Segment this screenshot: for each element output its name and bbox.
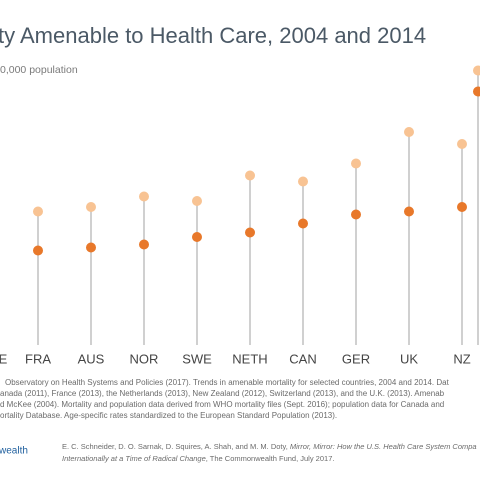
x-tick-label: NZ <box>453 351 470 366</box>
dot <box>139 191 149 202</box>
dot <box>457 202 467 212</box>
dot <box>245 170 255 181</box>
x-tick-label: FRA <box>25 351 51 366</box>
x-tick-label: AUS <box>78 351 105 366</box>
citation-part: Internationally at a Time of Radical Cha… <box>62 454 206 463</box>
dot <box>192 196 202 206</box>
dot <box>473 65 480 76</box>
x-tick-label: GER <box>342 351 370 366</box>
x-tick-label: NETH <box>232 351 267 366</box>
dot <box>298 218 308 229</box>
dot <box>457 139 467 149</box>
note-line: anada (2011), France (2013), the Netherl… <box>0 389 445 398</box>
x-tick-label: E <box>0 351 8 366</box>
dot <box>86 202 96 212</box>
citation: Internationally at a Time of Radical Cha… <box>62 454 334 463</box>
dot <box>86 242 96 253</box>
dot <box>404 206 414 217</box>
notes: Observatory on Health Systems and Polici… <box>0 378 450 420</box>
note-line: d McKee (2004). Mortality and population… <box>0 400 444 409</box>
dot <box>404 127 414 137</box>
logo: wealth <box>0 446 28 457</box>
chart-subtitle: 0,000 population <box>0 64 78 76</box>
dot <box>192 232 202 242</box>
citation-part: E. C. Schneider, D. O. Sarnak, D. Squire… <box>62 442 290 451</box>
citation: E. C. Schneider, D. O. Sarnak, D. Squire… <box>62 442 477 451</box>
dot <box>351 158 361 169</box>
note-line: ortality Database. Age-specific rates st… <box>0 411 337 420</box>
dot <box>33 245 43 256</box>
dot <box>33 206 43 217</box>
x-tick-label: NOR <box>130 351 159 366</box>
dot <box>351 209 361 220</box>
x-tick-label: CAN <box>289 351 316 366</box>
plot-area: E FRA AUS NOR SWE NETH CAN GER UK NZ <box>0 65 480 366</box>
dot <box>139 239 149 250</box>
chart-title: ty Amenable to Health Care, 2004 and 201… <box>0 23 426 48</box>
note-line: Observatory on Health Systems and Polici… <box>5 378 450 387</box>
dot <box>298 176 308 187</box>
dot <box>245 227 255 238</box>
citation-part: Mirror, Mirror: How the U.S. Health Care… <box>290 442 477 451</box>
x-tick-label: UK <box>400 351 418 366</box>
citation-part: , The Commonwealth Fund, July 2017. <box>206 454 335 463</box>
x-tick-label: SWE <box>182 351 212 366</box>
dot <box>473 86 480 97</box>
